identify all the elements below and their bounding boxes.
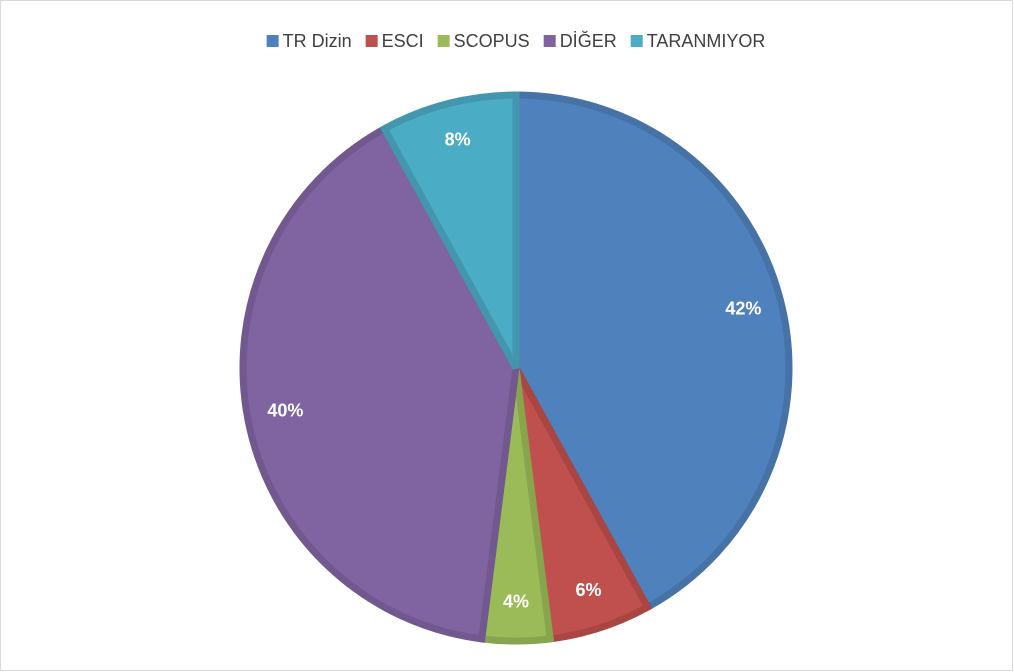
legend-label: DİĞER [560, 30, 617, 51]
data-label: 42% [725, 298, 761, 318]
legend-label: SCOPUS [454, 31, 530, 51]
legend-swatch [437, 35, 450, 47]
data-label: 40% [267, 401, 303, 421]
pie-slice [512, 91, 793, 612]
legend: TR Dizin ESCI SCOPUS DİĞER TARANMIYOR [266, 30, 766, 51]
legend-label: ESCI [382, 31, 424, 51]
legend-swatch [630, 35, 643, 47]
data-label: 6% [576, 580, 602, 600]
legend-label: TR Dizin [283, 31, 352, 51]
legend-swatch [365, 35, 378, 47]
legend-swatch [266, 35, 279, 47]
legend-swatch [543, 35, 556, 47]
data-label: 8% [445, 129, 471, 149]
pie-slice [379, 91, 520, 370]
legend-label: TARANMIYOR [647, 31, 766, 51]
pie-slice [239, 124, 520, 643]
data-label: 4% [503, 592, 529, 612]
